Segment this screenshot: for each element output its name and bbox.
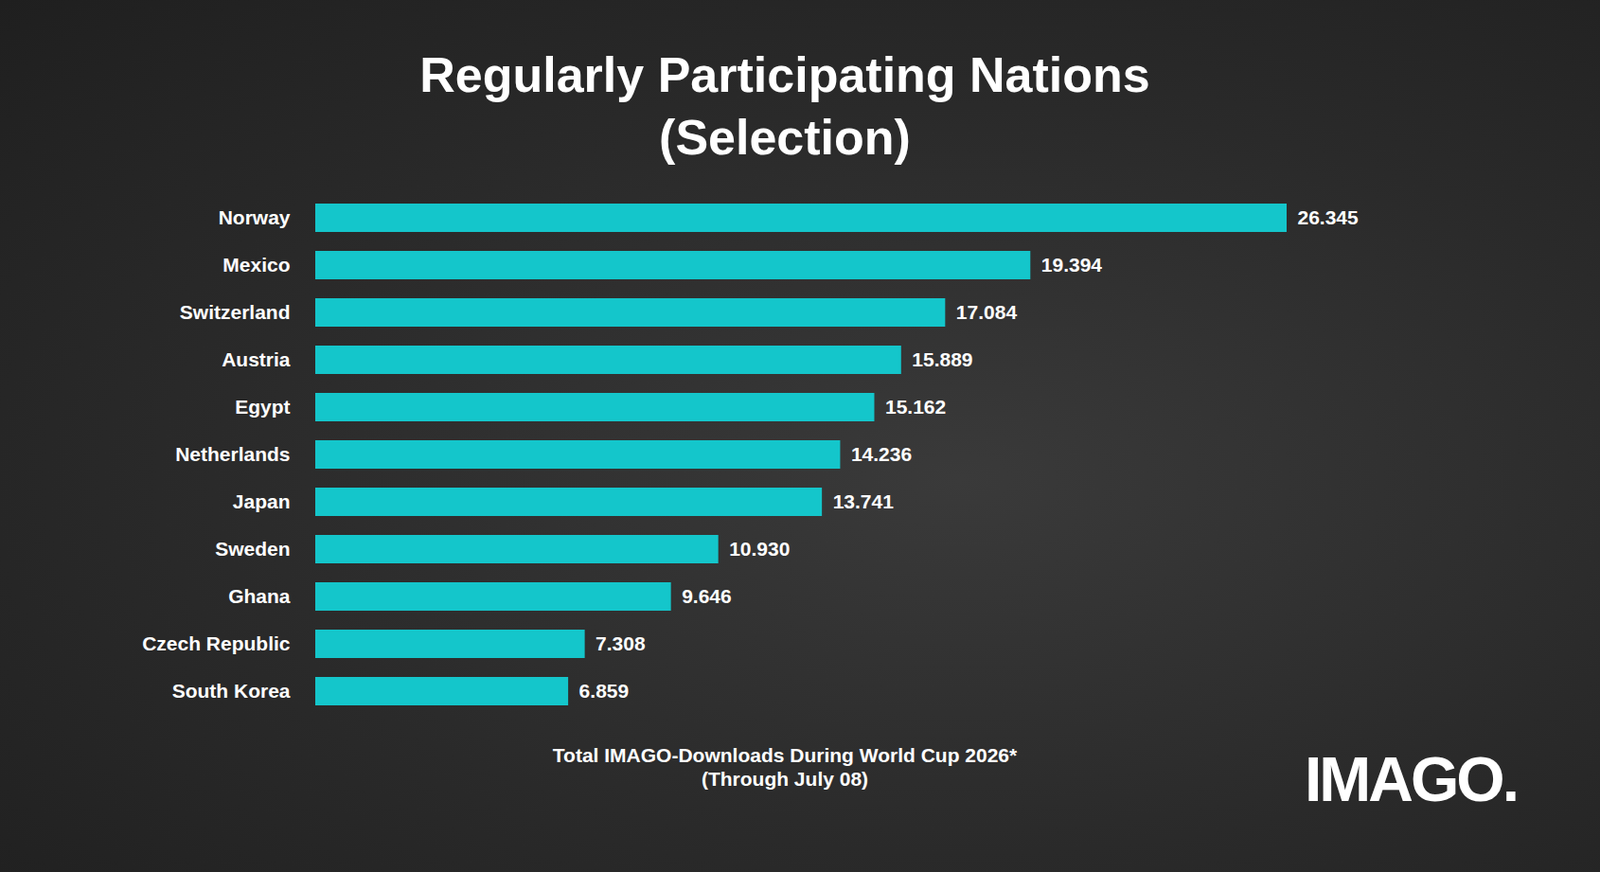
svg-text:Austria: Austria	[221, 348, 291, 371]
svg-text:15.162: 15.162	[885, 395, 946, 418]
svg-text:South Korea: South Korea	[172, 679, 291, 702]
svg-text:14.236: 14.236	[851, 443, 912, 465]
svg-text:Mexico: Mexico	[222, 253, 290, 276]
svg-text:15.889: 15.889	[911, 348, 973, 371]
html-text:IMAGO.: IMAGO.	[1304, 744, 1517, 815]
svg-text:Czech Republic: Czech Republic	[142, 632, 291, 655]
svg-text:13.741: 13.741	[833, 490, 895, 513]
svg-text:Egypt: Egypt	[234, 395, 290, 418]
svg-text:Sweden: Sweden	[214, 537, 290, 560]
svg-text:Japan: Japan	[232, 490, 291, 513]
svg-text:19.394: 19.394	[1041, 253, 1103, 276]
svg-text:17.084: 17.084	[956, 301, 1018, 323]
svg-text:6.859: 6.859	[579, 679, 630, 702]
svg-text:9.646: 9.646	[681, 585, 732, 607]
svg-text:Netherlands: Netherlands	[175, 443, 290, 465]
html-text:(Selection): (Selection)	[659, 109, 911, 165]
html-text:Total IMAGO-Downloads During W: Total IMAGO-Downloads During World Cup 2…	[552, 744, 1017, 766]
svg-text:Ghana: Ghana	[228, 585, 291, 607]
svg-text:10.930: 10.930	[728, 537, 790, 560]
svg-text:7.308: 7.308	[595, 632, 646, 655]
html-text:Regularly Participating Nation: Regularly Participating Nations	[419, 47, 1151, 103]
svg-text:26.345: 26.345	[1297, 206, 1360, 229]
svg-text:Norway: Norway	[218, 206, 291, 229]
html-text:(Through July 08): (Through July 08)	[701, 767, 869, 790]
svg-text:Switzerland: Switzerland	[179, 301, 291, 323]
